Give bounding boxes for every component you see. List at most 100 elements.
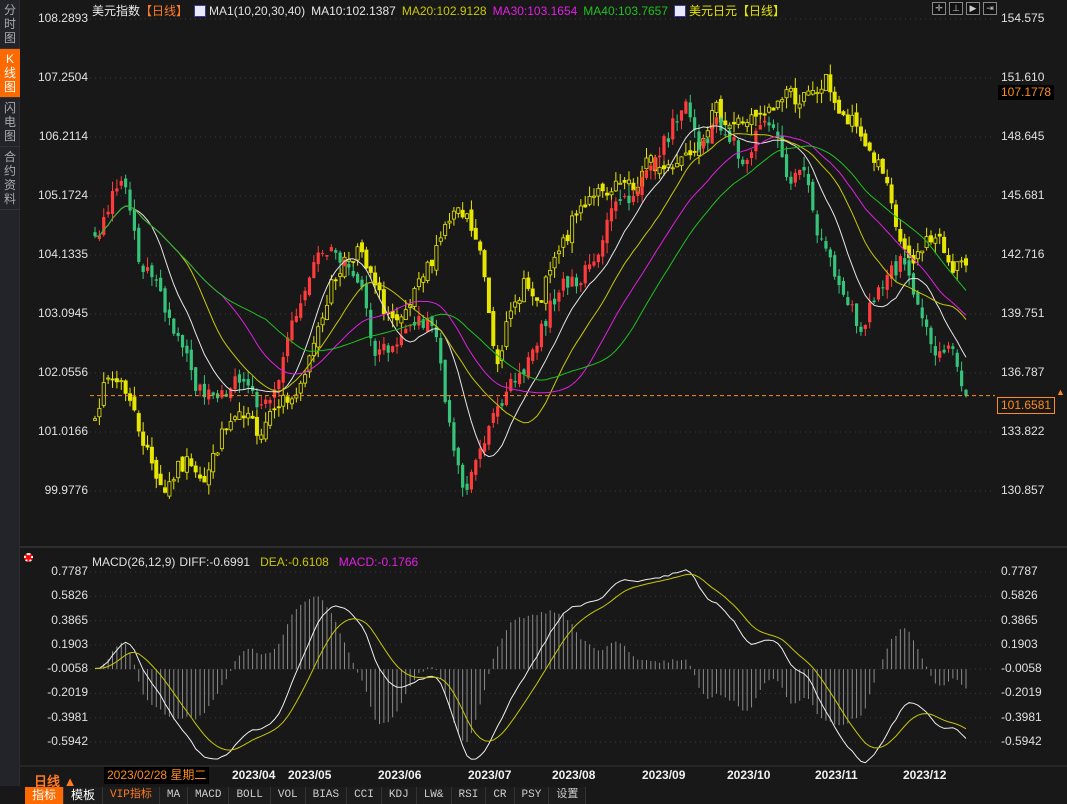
candle-usdjpy (823, 74, 828, 92)
candle-usd-index (159, 277, 163, 292)
macd-diff: DIFF:-0.6991 (179, 555, 251, 569)
candle-usd-index (167, 309, 172, 318)
candle-usdjpy (141, 431, 146, 446)
candle-usd-index (421, 319, 425, 328)
candle-usdjpy (219, 428, 224, 450)
candle-usdjpy (552, 256, 557, 269)
chart-legend: 美元指数 【日线】 MA1(10,20,30,40) MA10:102.1387… (92, 2, 785, 19)
candle-usd-index (938, 351, 942, 358)
candle-usd-index (202, 383, 207, 398)
candle-usd-index (102, 217, 106, 235)
tab-vip[interactable]: VIP指标 (103, 787, 160, 804)
candle-usd-index (623, 196, 627, 198)
candle-usdjpy (736, 117, 741, 125)
candle-usd-index (513, 380, 517, 383)
candle-usdjpy (556, 250, 561, 255)
candle-usdjpy (224, 428, 229, 431)
candle-usd-index (469, 471, 474, 490)
macd-left-axis-tick: -0.5942 (47, 734, 88, 748)
candle-usdjpy (732, 121, 737, 125)
candle-usd-index (452, 422, 456, 451)
sidebar-item-kline[interactable]: K线图 (0, 49, 20, 98)
macd-right-axis-tick: -0.5942 (1001, 734, 1042, 748)
macd-left-axis-tick: 0.1903 (51, 636, 88, 651)
ma-indicator-icon[interactable] (194, 4, 207, 17)
price-chart[interactable] (0, 0, 1067, 786)
play-icon[interactable]: ▶ (966, 2, 980, 15)
sidebar-item-timeshare[interactable]: 分时图 (0, 0, 20, 49)
candle-usd-index (793, 172, 797, 183)
candle-usd-index (566, 276, 570, 288)
left-axis-tick: 103.0945 (37, 306, 88, 320)
candle-usd-index (666, 138, 670, 142)
tab-ma[interactable]: MA (160, 787, 189, 804)
date-axis-label: 2023/06 (378, 768, 422, 782)
candle-usd-index (474, 460, 478, 475)
macd-title: MACD(26,12,9) (92, 555, 176, 569)
tab-vol[interactable]: VOL (271, 787, 306, 804)
candle-usdjpy (351, 260, 356, 263)
candle-usd-index (675, 121, 679, 123)
candle-usd-index (496, 406, 500, 417)
candle-usdjpy (850, 114, 855, 127)
candle-usd-index (426, 317, 430, 332)
candle-usd-index (697, 131, 701, 150)
zoom-range-icon[interactable]: ⊥ (949, 2, 963, 15)
tab-bias[interactable]: BIAS (306, 787, 348, 804)
tab-macd[interactable]: MACD (188, 787, 230, 804)
candle-usdjpy (845, 114, 850, 125)
right-axis-tick: 154.575 (1001, 11, 1045, 25)
candle-usd-index (811, 181, 815, 211)
candle-usdjpy (158, 473, 163, 486)
candle-usdjpy (430, 259, 435, 267)
candle-usd-index (338, 252, 342, 263)
date-axis-label: 2023/10 (727, 768, 771, 782)
macd-dea-line (95, 573, 967, 751)
overlay-title: 美元日元 (689, 4, 738, 18)
tab-indicators[interactable]: 指标 (25, 787, 65, 804)
tab-settings[interactable]: 设置 (549, 787, 587, 804)
candle-usd-index (701, 140, 705, 149)
candle-usd-index (946, 345, 951, 349)
tab-cr[interactable]: CR (486, 787, 515, 804)
candle-usd-index (255, 391, 259, 408)
candle-usd-index (347, 263, 351, 268)
period-selector[interactable]: 日线 ▲ (34, 774, 77, 789)
exit-icon[interactable]: ⇥ (983, 2, 997, 15)
candle-usdjpy (762, 113, 767, 116)
tab-lw[interactable]: LW& (417, 787, 452, 804)
candle-usdjpy (193, 465, 198, 473)
candle-usd-index (531, 349, 535, 361)
candle-usdjpy (250, 415, 255, 419)
candle-usdjpy (254, 416, 259, 436)
tab-psy[interactable]: PSY (515, 787, 550, 804)
candle-usdjpy (390, 310, 395, 319)
candle-usdjpy (692, 151, 697, 153)
candle-usd-index (351, 270, 355, 277)
candle-usdjpy (959, 260, 964, 263)
sidebar-item-contract-info[interactable]: 合约资料 (0, 147, 20, 210)
candle-usd-index (220, 390, 224, 398)
date-axis-label: 2023/07 (468, 768, 512, 782)
tab-rsi[interactable]: RSI (452, 787, 487, 804)
candle-usd-index (662, 136, 666, 155)
sidebar: 分时图 K线图 闪电图 合约资料 (0, 0, 20, 786)
sidebar-item-flash[interactable]: 闪电图 (0, 98, 20, 147)
left-axis-tick: 102.0556 (37, 365, 88, 379)
candle-usdjpy (591, 195, 596, 198)
candle-usdjpy (176, 460, 181, 479)
candle-usdjpy (683, 152, 688, 156)
tab-kdj[interactable]: KDJ (382, 787, 417, 804)
candle-usd-index (916, 292, 920, 305)
tab-cci[interactable]: CCI (347, 787, 382, 804)
macd-settings-icon[interactable] (24, 553, 33, 562)
overlay-candle-icon[interactable] (674, 4, 687, 17)
tab-boll[interactable]: BOLL (229, 787, 271, 804)
right-axis-tick: 151.610 (1001, 70, 1045, 84)
tab-templates[interactable]: 模板 (64, 787, 104, 804)
candle-usdjpy (587, 196, 592, 205)
crosshair-icon[interactable]: ✛ (932, 2, 946, 15)
candle-usd-index (539, 323, 544, 348)
candle-usd-index (601, 240, 605, 257)
candle-usd-index (369, 309, 373, 339)
